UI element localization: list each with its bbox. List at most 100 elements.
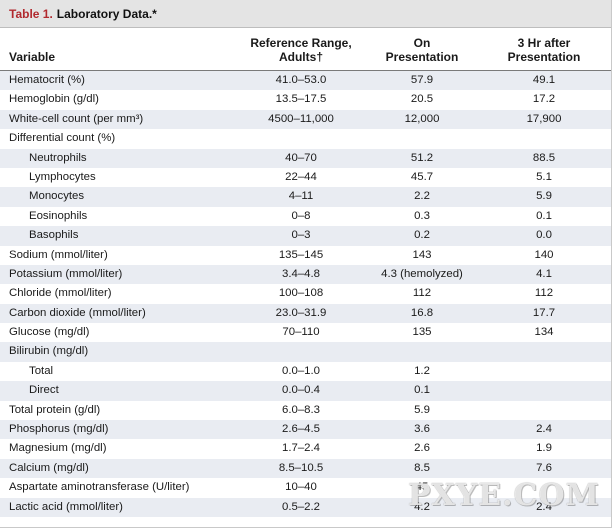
table-row: Lymphocytes 22–44 45.7 5.1 bbox=[0, 168, 611, 187]
row-reference-range: 23.0–31.9 bbox=[275, 306, 327, 319]
row-variable: Lymphocytes bbox=[29, 170, 96, 183]
header-on-presentation: On Presentation bbox=[385, 36, 459, 64]
row-on-presentation: 135 bbox=[412, 326, 432, 339]
header-3hr-after-presentation: 3 Hr after Presentation bbox=[507, 36, 581, 64]
header-variable: Variable bbox=[9, 50, 56, 64]
row-3hr-after: 2.4 bbox=[536, 500, 552, 513]
row-reference-range: 0.0–0.4 bbox=[281, 384, 320, 397]
row-on-presentation: 3.6 bbox=[414, 423, 430, 436]
row-reference-range: 4500–11,000 bbox=[268, 112, 334, 125]
table-row: Eosinophils 0–8 0.3 0.1 bbox=[0, 207, 611, 226]
table-row: Magnesium (mg/dl) 1.7–2.4 2.6 1.9 bbox=[0, 439, 611, 458]
row-on-presentation: 0.3 bbox=[414, 209, 430, 222]
row-3hr-after: 49.1 bbox=[532, 74, 556, 86]
row-variable: Lactic acid (mmol/liter) bbox=[9, 500, 123, 513]
row-on-presentation: 143 bbox=[412, 248, 432, 261]
row-on-presentation: 51.2 bbox=[410, 151, 434, 164]
row-3hr-after: 17,900 bbox=[526, 112, 562, 125]
table-row: Calcium (mg/dl) 8.5–10.5 8.5 7.6 bbox=[0, 458, 611, 479]
row-3hr-after: 0.0 bbox=[536, 229, 552, 242]
table-row: Potassium (mmol/liter) 3.4–4.8 4.3 (hemoly… bbox=[0, 264, 611, 285]
row-reference-range: 100–108 bbox=[278, 287, 324, 300]
row-variable: Basophils bbox=[29, 229, 79, 242]
row-variable: Calcium (mg/dl) bbox=[9, 461, 89, 474]
row-variable: Hemoglobin (g/dl) bbox=[9, 93, 99, 106]
row-variable: Sodium (mmol/liter) bbox=[9, 248, 108, 261]
row-reference-range: 0.0–1.0 bbox=[281, 364, 320, 377]
row-reference-range: 22–44 bbox=[285, 170, 317, 183]
row-variable: Glucose (mg/dl) bbox=[9, 326, 90, 339]
table-header: Variable Reference Range, Adults† On Pre… bbox=[0, 28, 611, 71]
row-3hr-after: 112 bbox=[534, 287, 554, 300]
table-row: Phosphorus (mg/dl) 2.6–4.5 3.6 2.4 bbox=[0, 420, 611, 440]
table-row: Bilirubin (mg/dl) bbox=[0, 342, 611, 362]
table-row: Hemoglobin (g/dl) 13.5–17.5 20.5 17.2 bbox=[0, 90, 611, 109]
row-on-presentation: 20.5 bbox=[410, 93, 434, 106]
row-3hr-after: 2.4 bbox=[536, 423, 552, 436]
row-reference-range: 40–70 bbox=[285, 151, 317, 164]
row-on-presentation: 112 bbox=[412, 287, 432, 300]
table-title-bar: Table 1. Laboratory Data.* bbox=[0, 0, 611, 28]
table-row: Sodium (mmol/liter) 135–145 143 140 bbox=[0, 246, 611, 265]
table-row: Total protein (g/dl) 6.0–8.3 5.9 bbox=[0, 401, 611, 420]
row-on-presentation: 12,000 bbox=[404, 112, 440, 125]
row-reference-range: 0.5–2.2 bbox=[281, 500, 320, 513]
row-3hr-after: 134 bbox=[534, 326, 554, 339]
table-row: Basophils 0–3 0.2 0.0 bbox=[0, 226, 611, 246]
row-on-presentation: 0.1 bbox=[414, 384, 430, 397]
row-on-presentation: 2.6 bbox=[414, 442, 430, 455]
table-row: Total 0.0–1.0 1.2 bbox=[0, 362, 611, 381]
row-variable: Neutrophils bbox=[29, 151, 87, 164]
row-on-presentation: 2.2 bbox=[414, 190, 430, 203]
row-on-presentation: 45.7 bbox=[410, 170, 434, 183]
row-variable: Total protein (g/dl) bbox=[9, 403, 101, 416]
row-on-presentation: 4.2 bbox=[414, 500, 430, 513]
row-3hr-after: 7.6 bbox=[536, 461, 552, 474]
row-on-presentation: 0.2 bbox=[414, 229, 430, 242]
row-on-presentation: 8.5 bbox=[414, 461, 430, 474]
row-variable: Monocytes bbox=[29, 190, 85, 203]
row-reference-range: 0–3 bbox=[291, 229, 311, 242]
row-variable: Chloride (mmol/liter) bbox=[9, 287, 112, 300]
row-on-presentation: 16.8 bbox=[410, 306, 434, 319]
table-number: Table 1. bbox=[9, 6, 53, 21]
row-on-presentation: 5.9 bbox=[414, 403, 430, 416]
row-reference-range: 6.0–8.3 bbox=[281, 403, 320, 416]
row-reference-range: 13.5–17.5 bbox=[275, 93, 327, 106]
row-variable: Differential count (%) bbox=[9, 132, 116, 145]
row-reference-range: 41.0–53.0 bbox=[275, 74, 327, 86]
row-3hr-after: 5.1 bbox=[536, 170, 552, 183]
table-body: Hematocrit (%) 41.0–53.0 57.9 49.1 Hemoglobi… bbox=[0, 71, 611, 517]
row-3hr-after: 140 bbox=[534, 248, 554, 261]
row-variable: Aspartate aminotransferase (U/liter) bbox=[9, 481, 190, 494]
table-title: Laboratory Data.* bbox=[56, 6, 157, 21]
row-reference-range: 4–11 bbox=[288, 190, 314, 203]
row-variable: Magnesium (mg/dl) bbox=[9, 442, 107, 455]
row-reference-range: 1.7–2.4 bbox=[281, 442, 320, 455]
row-on-presentation: 1.2 bbox=[414, 364, 430, 377]
row-reference-range: 2.6–4.5 bbox=[281, 423, 320, 436]
row-reference-range: 0–8 bbox=[291, 209, 311, 222]
row-variable: Eosinophils bbox=[29, 209, 88, 222]
row-reference-range: 10–40 bbox=[285, 481, 317, 494]
row-3hr-after: 1.9 bbox=[536, 442, 552, 455]
table-row: Direct 0.0–0.4 0.1 bbox=[0, 381, 611, 401]
row-3hr-after: 17.2 bbox=[532, 93, 556, 106]
row-variable: Direct bbox=[29, 384, 59, 397]
row-reference-range: 135–145 bbox=[278, 248, 324, 261]
table-row: Hematocrit (%) 41.0–53.0 57.9 49.1 bbox=[0, 71, 611, 91]
table-row: Differential count (%) bbox=[0, 129, 611, 148]
row-reference-range: 3.4–4.8 bbox=[281, 267, 320, 280]
row-variable: White-cell count (per mm³) bbox=[9, 112, 144, 125]
table-row: Glucose (mg/dl) 70–110 135 134 bbox=[0, 323, 611, 342]
row-variable: Potassium (mmol/liter) bbox=[9, 267, 123, 280]
row-3hr-after: 88.5 bbox=[532, 151, 556, 164]
table-row: Aspartate aminotransferase (U/liter) 10–4… bbox=[0, 478, 611, 497]
table-row: Lactic acid (mmol/liter) 0.5–2.2 4.2 2.4 bbox=[0, 497, 611, 517]
row-reference-range: 70–110 bbox=[282, 326, 320, 339]
table-row: Chloride (mmol/liter) 100–108 112 112 bbox=[0, 284, 611, 303]
row-variable: Hematocrit (%) bbox=[9, 74, 85, 86]
table-row: Carbon dioxide (mmol/liter) 23.0–31.9 16.8… bbox=[0, 303, 611, 324]
row-3hr-after: 4.1 bbox=[536, 267, 552, 280]
